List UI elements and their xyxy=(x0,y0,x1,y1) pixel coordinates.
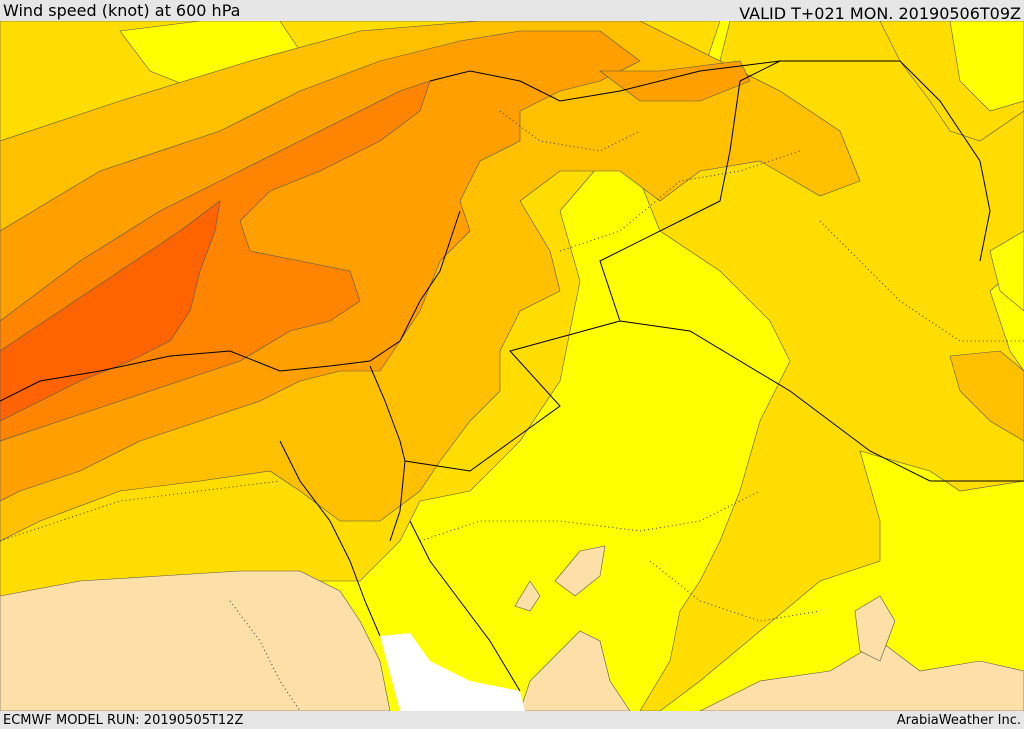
header-bar: Wind speed (knot) at 600 hPa VALID T+021… xyxy=(0,0,1024,23)
wind-speed-map[interactable] xyxy=(0,21,1024,711)
credit: ArabiaWeather Inc. xyxy=(896,713,1021,728)
map-canvas xyxy=(0,21,1024,711)
band-high-north xyxy=(599,60,751,102)
band-lowest-pocket-1 xyxy=(554,545,606,597)
band-low-east-edge xyxy=(989,230,1024,312)
band-mid-east xyxy=(639,21,1024,711)
borders xyxy=(0,60,1024,692)
band-mid-high-east xyxy=(949,350,1024,442)
band-lowest-pocket-3 xyxy=(854,595,896,662)
valid-time: VALID T+021 MON. 20190506T09Z xyxy=(739,4,1021,23)
band-lowest-sw xyxy=(0,570,391,711)
band-lowest-s xyxy=(519,630,631,711)
footer-bar: ECMWF MODEL RUN: 20190505T12Z ArabiaWeat… xyxy=(0,711,1024,729)
band-low-ne xyxy=(949,21,1024,112)
band-highest xyxy=(0,200,221,422)
band-lowest-se xyxy=(699,640,1024,711)
dotted-boundaries xyxy=(0,110,1024,711)
model-run: ECMWF MODEL RUN: 20190505T12Z xyxy=(3,713,244,728)
water-red-sea xyxy=(380,633,525,711)
map-title: Wind speed (knot) at 600 hPa xyxy=(3,1,241,20)
band-lowest-pocket-2 xyxy=(514,580,541,612)
